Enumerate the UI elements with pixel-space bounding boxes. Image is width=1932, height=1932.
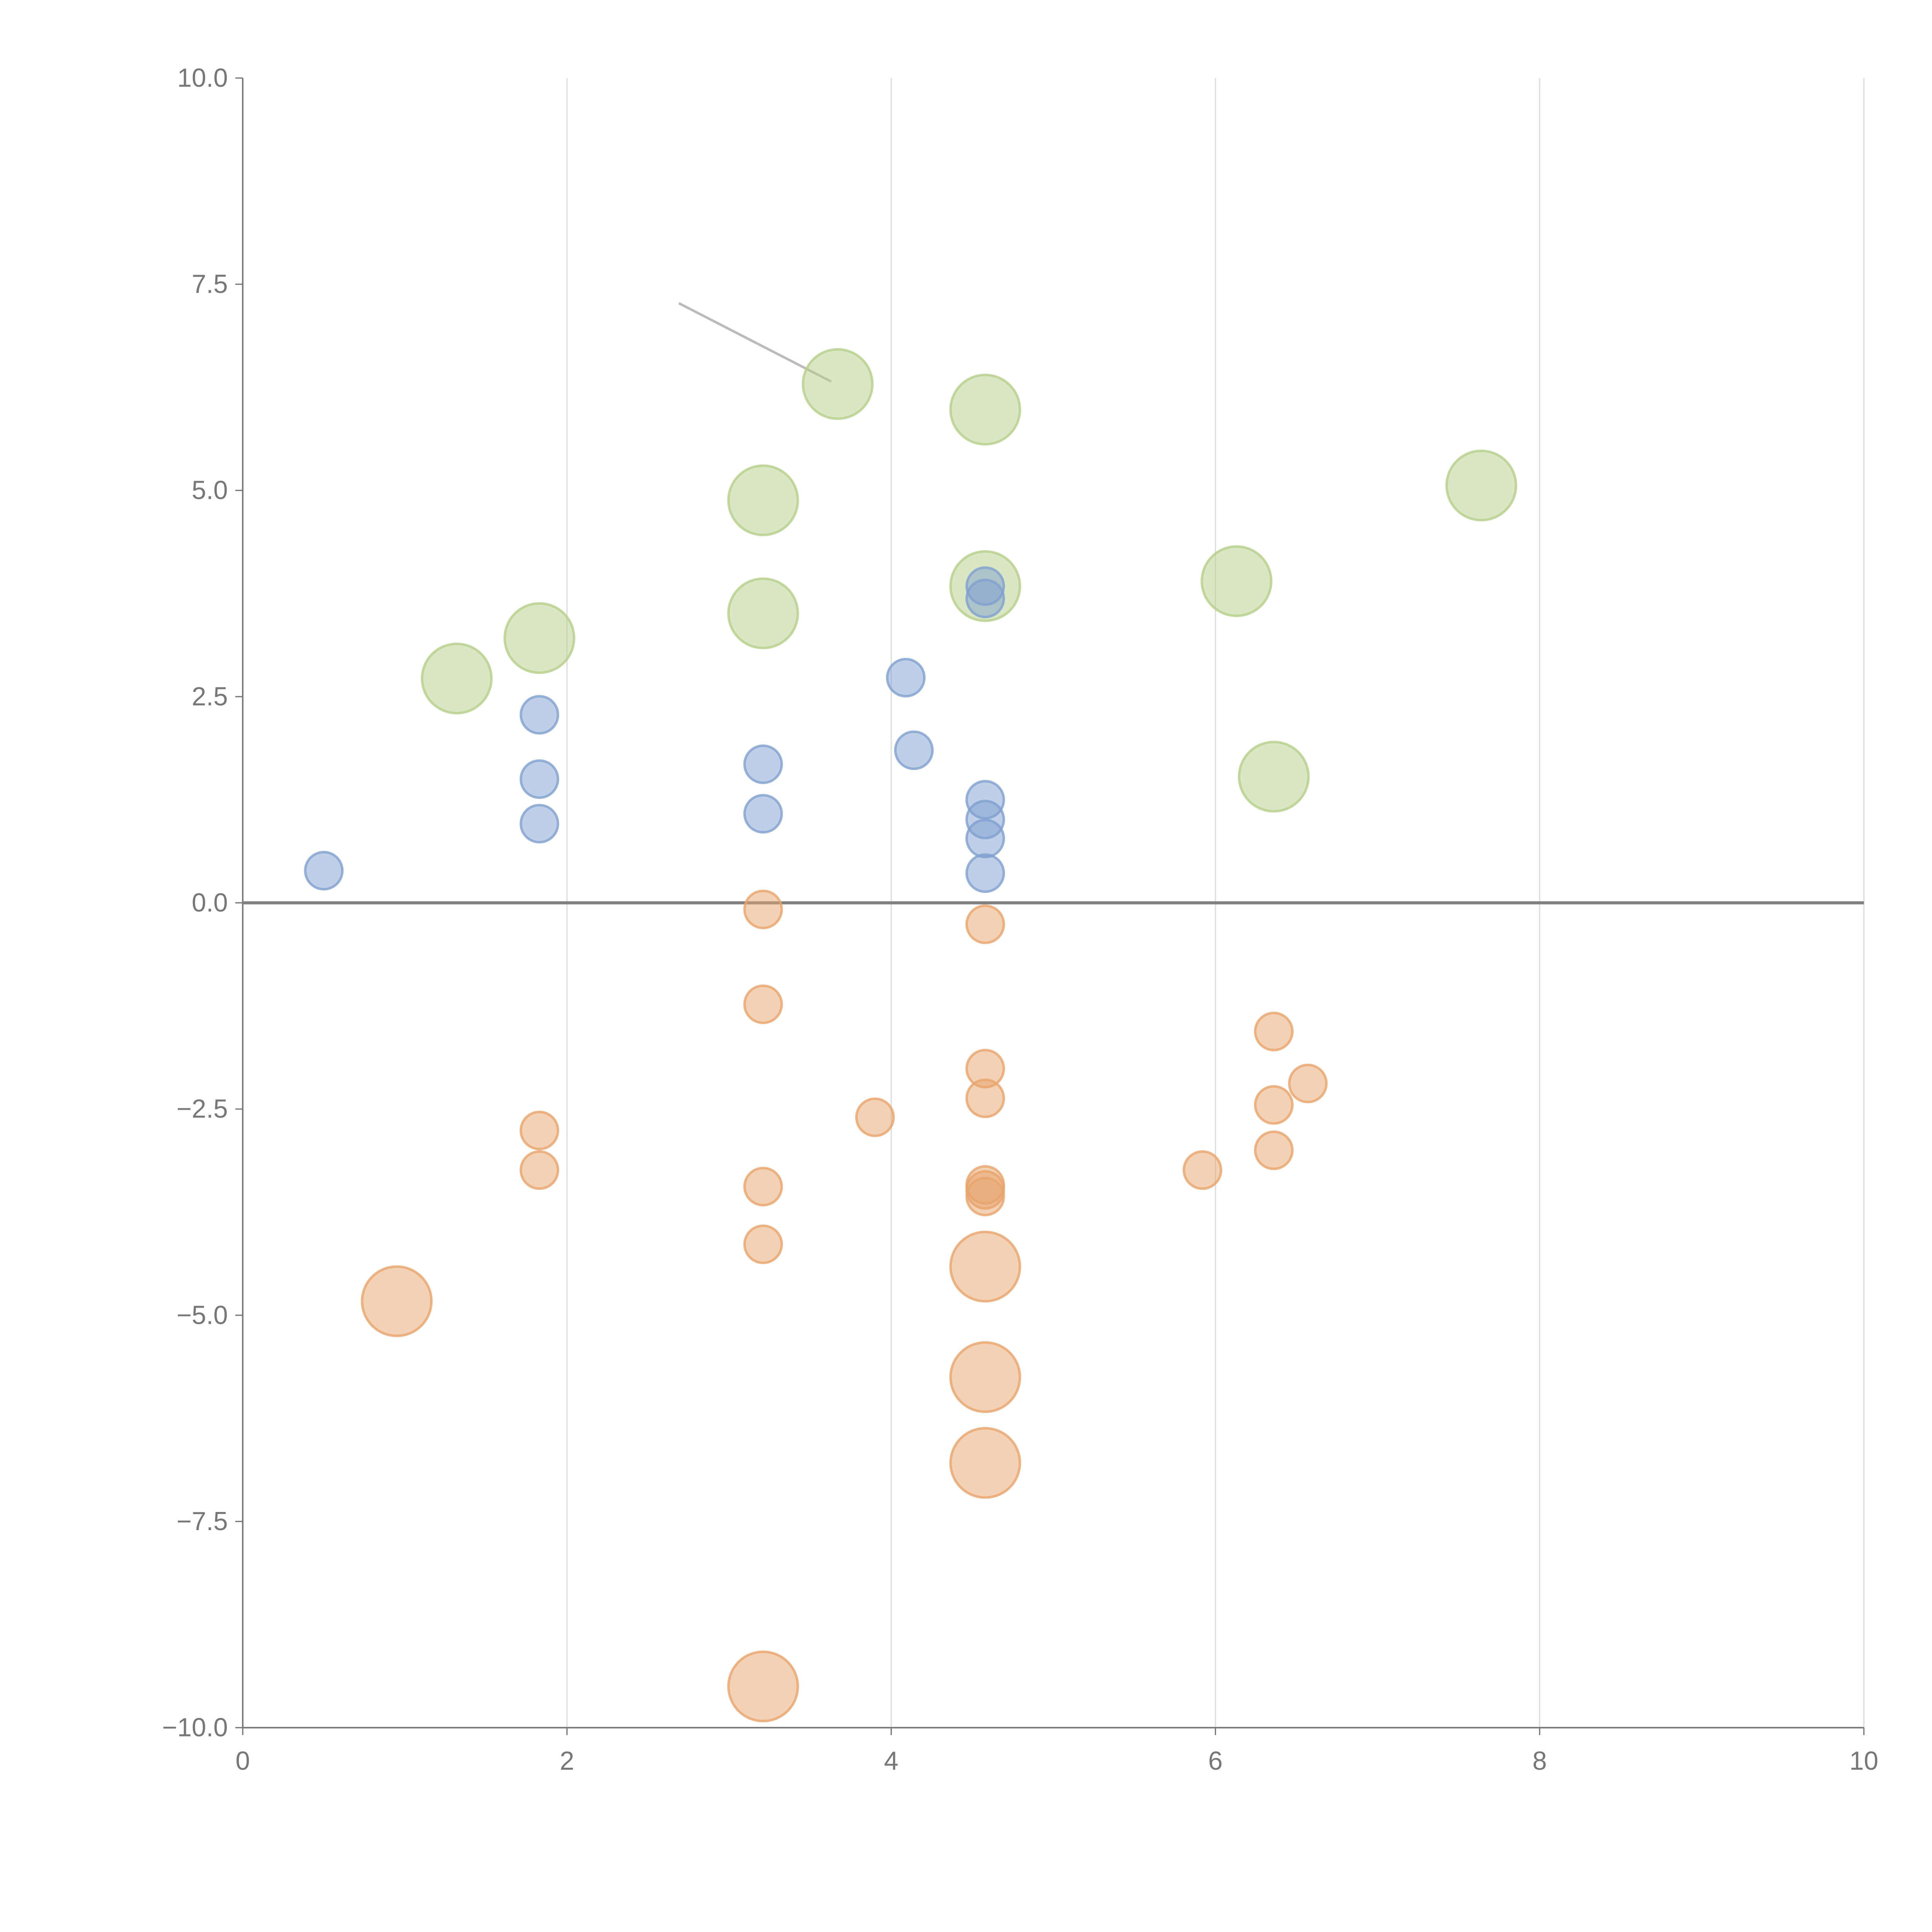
x-tick-label: 6: [1208, 1747, 1223, 1776]
orange-point: [743, 889, 783, 929]
blue-point: [519, 695, 560, 735]
y-tick-label: 0.0: [192, 888, 228, 917]
y-tick-label: 10.0: [177, 63, 228, 92]
blue-point: [965, 818, 1005, 859]
green-point: [503, 602, 575, 674]
green-point: [1445, 449, 1517, 522]
green-point: [802, 348, 874, 420]
blue-point: [886, 658, 926, 698]
data-points: [304, 348, 1517, 1723]
blue-point: [304, 851, 344, 891]
blue-point: [519, 759, 560, 799]
blue-point: [965, 578, 1005, 619]
orange-point: [1288, 1063, 1328, 1104]
x-tick-label: 4: [884, 1747, 898, 1776]
orange-point: [949, 1341, 1021, 1413]
orange-point: [1254, 1012, 1294, 1051]
orange-point: [949, 1230, 1021, 1303]
x-tick-label: 0: [235, 1747, 250, 1776]
blue-point: [743, 794, 783, 834]
orange-point: [855, 1097, 895, 1137]
green-point: [1201, 545, 1273, 617]
orange-point: [1254, 1130, 1294, 1170]
green-point: [727, 577, 799, 650]
orange-point: [519, 1111, 560, 1150]
green-point: [421, 642, 493, 714]
orange-point: [1182, 1150, 1223, 1190]
green-point: [949, 374, 1021, 446]
x-tick-label: 10: [1849, 1747, 1878, 1776]
orange-point: [727, 1650, 799, 1723]
y-tick-label: 5.0: [192, 476, 228, 505]
blue-point: [519, 804, 560, 844]
orange-point: [949, 1427, 1021, 1499]
orange-point: [743, 1167, 783, 1207]
x-tick-label: 2: [560, 1747, 574, 1776]
blue-point: [894, 730, 934, 770]
blue-point: [743, 744, 783, 784]
green-point: [1238, 740, 1310, 813]
x-tick-label: 8: [1532, 1747, 1547, 1776]
y-tick-label: −5.0: [177, 1301, 228, 1330]
orange-point: [519, 1150, 560, 1190]
orange-point: [743, 984, 783, 1024]
orange-point: [743, 1224, 783, 1264]
orange-point: [1254, 1085, 1294, 1125]
y-tick-label: −7.5: [177, 1507, 228, 1536]
orange-point: [965, 1078, 1005, 1118]
y-tick-label: −10.0: [162, 1713, 228, 1742]
y-tick-label: 7.5: [192, 270, 228, 299]
orange-point: [361, 1265, 433, 1337]
y-tick-label: −2.5: [177, 1095, 228, 1124]
y-tick-label: 2.5: [192, 682, 228, 711]
blue-point: [965, 853, 1005, 893]
axes: 0 2 4 6 8 10 10.0 7.5 5.0 2.5 0.0 −2.5 −5.0 −7.5 −10.0: [162, 63, 1878, 1776]
orange-point: [965, 904, 1005, 944]
orange-point: [965, 1177, 1005, 1216]
green-point: [727, 464, 799, 536]
